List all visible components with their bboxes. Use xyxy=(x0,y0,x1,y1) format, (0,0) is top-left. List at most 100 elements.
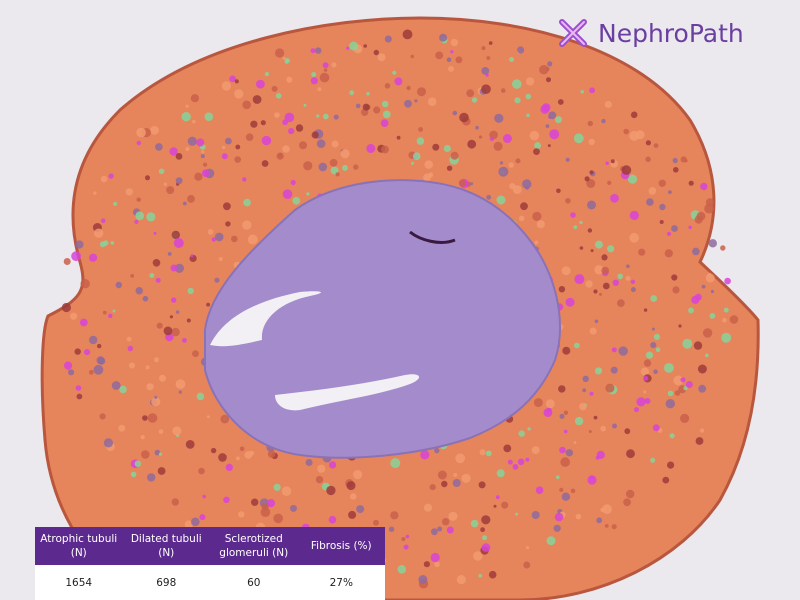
tissue-speck xyxy=(108,173,114,179)
tissue-speck xyxy=(97,343,102,349)
tissue-speck xyxy=(668,190,672,195)
tissue-speck xyxy=(207,229,214,235)
tissue-speck xyxy=(446,526,454,534)
tissue-speck xyxy=(630,279,636,284)
tissue-speck xyxy=(700,182,708,191)
tissue-speck xyxy=(127,345,133,352)
tissue-speck xyxy=(532,211,542,221)
tissue-speck xyxy=(288,128,295,135)
tissue-speck xyxy=(238,511,245,518)
tissue-speck xyxy=(286,76,293,83)
tissue-speck xyxy=(239,446,245,452)
tissue-speck xyxy=(650,295,658,302)
tissue-speck xyxy=(520,202,528,211)
tissue-speck xyxy=(634,407,639,413)
tissue-speck xyxy=(75,240,84,249)
tissue-speck xyxy=(311,72,317,77)
tissue-speck xyxy=(669,433,675,439)
tissue-speck xyxy=(574,274,585,285)
tissue-speck xyxy=(479,449,486,456)
tissue-speck xyxy=(617,273,623,280)
tissue-speck xyxy=(397,565,407,574)
tissue-speck xyxy=(115,281,123,289)
tissue-speck xyxy=(315,475,324,484)
tissue-speck xyxy=(317,87,322,92)
tissue-speck xyxy=(282,56,286,60)
tissue-speck xyxy=(481,46,486,51)
tissue-speck xyxy=(100,218,106,223)
tissue-speck xyxy=(612,279,619,286)
tissue-speck xyxy=(329,158,338,167)
tissue-speck xyxy=(563,429,568,434)
tissue-speck xyxy=(480,527,485,533)
tissue-speck xyxy=(159,374,166,382)
tissue-speck xyxy=(322,113,329,120)
tissue-speck xyxy=(658,179,666,187)
tissue-speck xyxy=(565,297,575,307)
tissue-speck xyxy=(723,307,729,313)
tissue-speck xyxy=(559,487,564,492)
data-cell: 60 xyxy=(210,565,298,600)
tissue-speck xyxy=(373,106,381,114)
tissue-speck xyxy=(140,435,145,440)
tissue-speck xyxy=(450,38,459,47)
tissue-speck xyxy=(317,464,326,473)
tissue-speck xyxy=(235,456,240,461)
tissue-speck xyxy=(630,111,638,119)
tissue-speck xyxy=(284,58,290,64)
tissue-speck xyxy=(604,100,612,109)
tissue-speck xyxy=(80,279,90,289)
tissue-speck xyxy=(171,230,180,240)
tissue-speck xyxy=(643,390,647,394)
tissue-speck xyxy=(284,112,295,123)
tissue-speck xyxy=(264,72,269,77)
tissue-speck xyxy=(645,351,654,359)
tissue-speck xyxy=(589,327,597,335)
tissue-speck xyxy=(261,160,269,167)
tissue-speck xyxy=(206,302,211,307)
tissue-speck xyxy=(673,167,679,173)
tissue-speck xyxy=(446,165,453,171)
tissue-speck xyxy=(377,53,386,62)
tissue-speck xyxy=(380,119,389,127)
tissue-speck xyxy=(507,459,513,465)
tissue-speck xyxy=(353,164,359,170)
tissue-speck xyxy=(688,225,692,230)
tissue-speck xyxy=(501,501,509,509)
tissue-speck xyxy=(245,133,254,141)
tissue-speck xyxy=(475,125,479,130)
tissue-speck xyxy=(424,160,434,169)
tissue-speck xyxy=(559,446,566,454)
tissue-speck xyxy=(410,54,414,59)
tissue-speck xyxy=(594,319,599,324)
tissue-speck xyxy=(331,140,339,148)
tissue-speck xyxy=(553,524,561,532)
tissue-speck xyxy=(531,446,540,455)
tissue-speck xyxy=(526,113,530,118)
tissue-speck xyxy=(653,369,658,375)
tissue-speck xyxy=(636,397,646,407)
tissue-speck xyxy=(466,89,475,98)
tissue-speck xyxy=(273,483,281,491)
tissue-speck xyxy=(99,413,106,420)
tissue-speck xyxy=(119,385,127,394)
tissue-speck xyxy=(545,399,555,409)
tissue-speck xyxy=(149,273,155,278)
tissue-speck xyxy=(512,79,522,89)
header-row: Atrophic tubuli (N) Dilated tubuli (N) S… xyxy=(35,527,385,565)
tissue-speck xyxy=(267,450,276,458)
tissue-speck xyxy=(648,187,657,195)
tissue-speck xyxy=(210,447,217,454)
tissue-speck xyxy=(145,175,150,181)
tissue-speck xyxy=(403,544,409,550)
tissue-speck xyxy=(417,87,426,97)
tissue-speck xyxy=(672,286,680,294)
tissue-speck xyxy=(688,180,694,186)
tissue-speck xyxy=(318,162,328,172)
tissue-speck xyxy=(586,179,596,188)
tissue-speck xyxy=(158,168,165,175)
tissue-speck xyxy=(147,413,158,423)
tissue-speck xyxy=(573,225,578,230)
tissue-speck xyxy=(437,470,447,480)
tissue-speck xyxy=(602,504,612,515)
